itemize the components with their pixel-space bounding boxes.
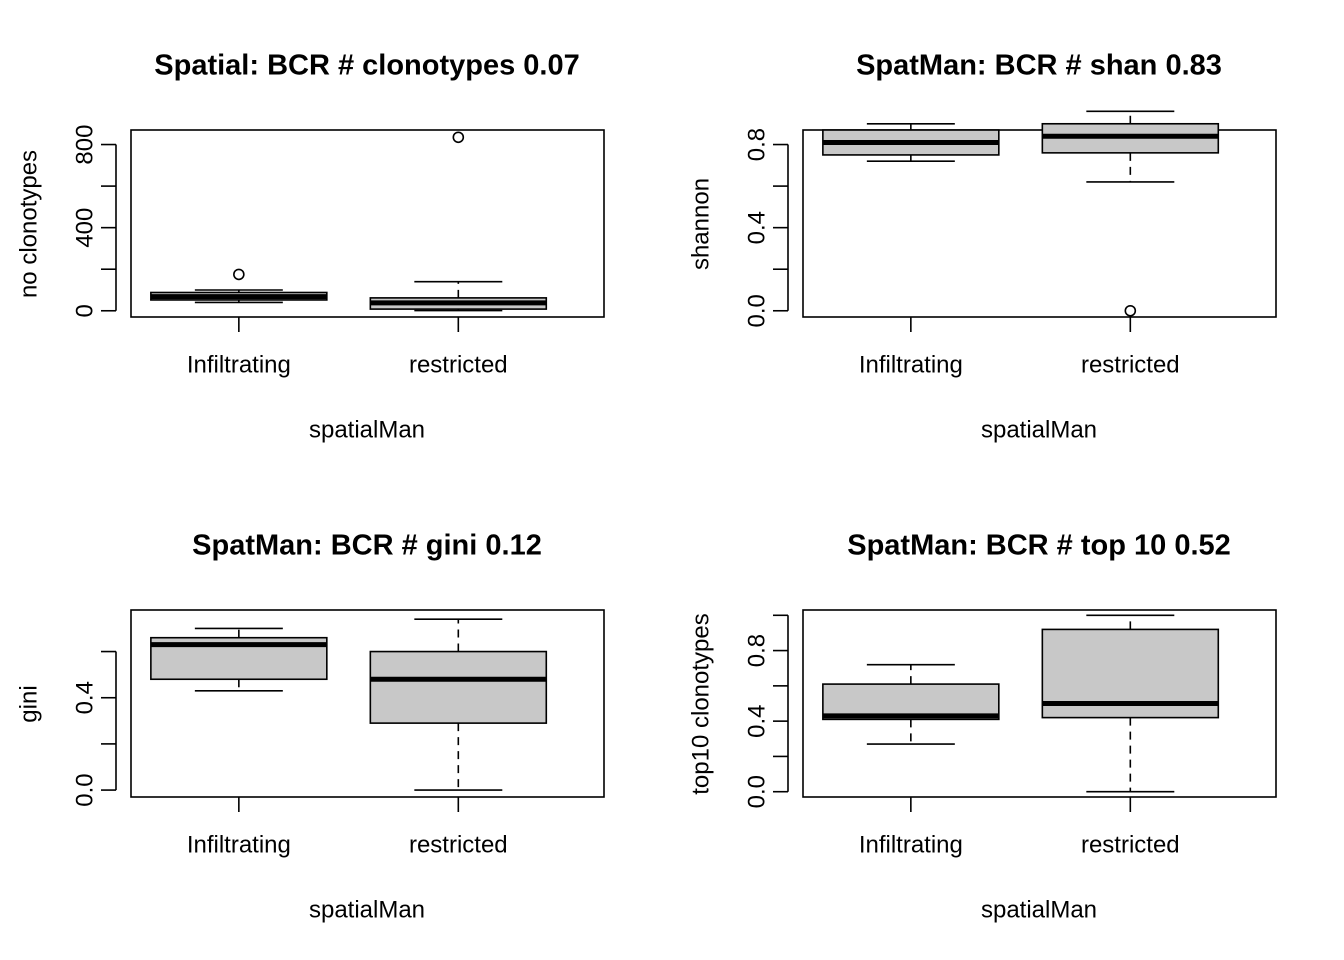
box-1 bbox=[822, 663, 1000, 745]
x-tick-label: restricted bbox=[1081, 831, 1180, 858]
box-2 bbox=[369, 131, 548, 312]
y-tick-label: 0.0 bbox=[71, 773, 98, 806]
y-axis-label: shannon bbox=[687, 178, 714, 270]
x-axis-label: spatialMan bbox=[309, 416, 425, 443]
box-1 bbox=[150, 627, 328, 692]
y-tick-label: 0.4 bbox=[71, 681, 98, 714]
panel-4: SpatMan: BCR # top 10 0.52 spatialMan top1… bbox=[687, 530, 1277, 923]
x-tick-label: restricted bbox=[409, 351, 508, 378]
box-2 bbox=[1041, 614, 1220, 793]
x-tick-label: Infiltrating bbox=[859, 831, 963, 858]
outlier-point bbox=[233, 268, 245, 281]
x-tick-label: Infiltrating bbox=[187, 831, 291, 858]
x-axis-label: spatialMan bbox=[309, 896, 425, 923]
chart-title: Spatial: BCR # clonotypes 0.07 bbox=[154, 50, 579, 82]
panel-2: SpatMan: BCR # shan 0.83 spatialMan shanno… bbox=[687, 50, 1277, 443]
chart-title: SpatMan: BCR # gini 0.12 bbox=[192, 530, 542, 562]
chart-title: SpatMan: BCR # top 10 0.52 bbox=[847, 530, 1231, 562]
box-1 bbox=[150, 268, 328, 304]
plot-frame bbox=[130, 129, 605, 318]
y-tick-label: 0.8 bbox=[743, 128, 770, 161]
x-axis-label: spatialMan bbox=[981, 896, 1097, 923]
y-tick-label: 0.4 bbox=[743, 704, 770, 737]
x-axis-label: spatialMan bbox=[981, 416, 1097, 443]
iqr-box bbox=[369, 650, 548, 724]
x-tick-label: Infiltrating bbox=[187, 351, 291, 378]
y-tick-label: 0.0 bbox=[743, 294, 770, 327]
plot-frame bbox=[130, 609, 605, 798]
panel-1: Spatial: BCR # clonotypes 0.07 spatialMan… bbox=[15, 50, 605, 443]
chart-title: SpatMan: BCR # shan 0.83 bbox=[856, 50, 1222, 82]
y-tick-label: 0 bbox=[71, 304, 98, 317]
y-tick-label: 0.0 bbox=[743, 775, 770, 808]
x-tick-label: restricted bbox=[409, 831, 508, 858]
y-tick-label: 800 bbox=[71, 125, 98, 165]
box-2 bbox=[369, 618, 548, 791]
outlier-point bbox=[452, 131, 465, 144]
y-tick-label: 0.8 bbox=[743, 634, 770, 667]
box-1 bbox=[822, 122, 1000, 162]
panel-3: SpatMan: BCR # gini 0.12 spatialMan gini 0.… bbox=[15, 530, 605, 923]
y-tick-label: 400 bbox=[71, 208, 98, 248]
y-axis-label: top10 clonotypes bbox=[687, 613, 714, 794]
y-axis-label: gini bbox=[15, 685, 42, 722]
y-axis-label: no clonotypes bbox=[15, 150, 42, 298]
outlier-point bbox=[1124, 304, 1137, 317]
x-tick-label: Infiltrating bbox=[859, 351, 963, 378]
plot-frame bbox=[802, 609, 1277, 798]
box-2 bbox=[1041, 110, 1220, 317]
plot-frame bbox=[802, 129, 1277, 318]
x-tick-label: restricted bbox=[1081, 351, 1180, 378]
y-tick-label: 0.4 bbox=[743, 211, 770, 244]
